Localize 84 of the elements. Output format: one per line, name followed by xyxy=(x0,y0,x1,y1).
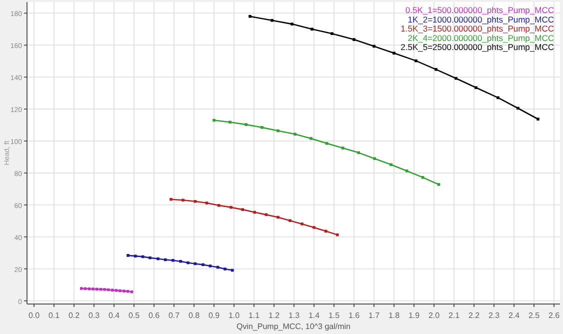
x-tick-label: 0.9 xyxy=(208,311,220,320)
x-tick-label: 2.2 xyxy=(468,311,480,320)
point xyxy=(217,204,220,207)
x-tick-label: 0.5 xyxy=(128,311,140,320)
x-tick-label: 2.4 xyxy=(508,311,520,320)
point xyxy=(148,256,152,260)
x-tick-label: 0.6 xyxy=(148,311,160,320)
point xyxy=(330,32,334,36)
x-tick-label: 0.1 xyxy=(48,311,60,320)
point xyxy=(205,202,208,204)
x-tick-label: 1.8 xyxy=(388,311,400,320)
x-tick-label: 1.2 xyxy=(268,311,280,320)
line-series xyxy=(212,118,440,186)
x-tick-label: 2.5 xyxy=(528,311,540,320)
point xyxy=(405,169,408,172)
point xyxy=(372,44,376,48)
point xyxy=(107,288,110,292)
point xyxy=(454,76,458,80)
x-tick-label: 1.4 xyxy=(308,311,320,320)
point xyxy=(170,198,172,201)
point xyxy=(228,120,232,124)
point xyxy=(118,289,122,292)
x-tick-label: 1.0 xyxy=(228,311,240,320)
point xyxy=(310,28,314,31)
point xyxy=(202,263,204,266)
line-series xyxy=(170,198,339,236)
point xyxy=(341,146,344,150)
point xyxy=(208,264,212,268)
point xyxy=(270,18,274,22)
point xyxy=(194,200,197,203)
point xyxy=(324,230,328,233)
x-tick-label: 0.2 xyxy=(68,311,80,320)
point xyxy=(179,260,182,263)
point xyxy=(182,198,184,202)
x-tick-label: 1.7 xyxy=(368,311,380,320)
point xyxy=(496,96,500,100)
x-tick-label: 0.7 xyxy=(168,311,180,320)
point xyxy=(325,142,328,145)
x-tick-label: 2.0 xyxy=(428,311,440,320)
text: 2K_4=2000.000000_phts_Pump_MCC xyxy=(408,32,554,43)
x-tick-label: 0.4 xyxy=(108,311,120,320)
point xyxy=(392,52,396,55)
x-tick-label: 1.9 xyxy=(408,311,420,320)
point xyxy=(114,289,118,292)
point xyxy=(230,206,232,209)
x-tick-label: 2.1 xyxy=(448,311,460,320)
point xyxy=(294,132,296,136)
point xyxy=(336,233,339,236)
x-tick-label: 2.6 xyxy=(548,311,560,320)
point xyxy=(164,258,167,262)
x-tick-label: 0.3 xyxy=(88,311,100,320)
point xyxy=(474,86,478,90)
point xyxy=(414,59,418,62)
x-tick-label: 1.1 xyxy=(248,311,260,320)
x-tick-label: 1.6 xyxy=(348,311,360,320)
point xyxy=(231,268,234,272)
text: 1.5K_3=1500.000000_phts_Pump_MCC xyxy=(400,24,554,34)
point xyxy=(186,261,190,264)
point xyxy=(253,210,256,214)
point xyxy=(126,290,130,293)
point xyxy=(95,288,98,291)
line-series xyxy=(126,254,234,272)
x-axis-title: Qvin_Pump_MCC, 10^3 gal/min xyxy=(236,322,351,331)
x-tick-label: 1.5 xyxy=(328,311,340,320)
point xyxy=(248,14,252,18)
series-label: 2.5K_5=2500.000000_phts_Pump_MCC xyxy=(400,42,554,52)
point xyxy=(156,257,160,260)
point xyxy=(390,163,392,166)
point xyxy=(437,183,440,186)
text: 0.5K_1=500.000000_phts_Pump_MCC xyxy=(405,5,554,15)
point xyxy=(130,290,134,294)
point xyxy=(276,129,280,132)
x-tick-label: 0.8 xyxy=(188,311,200,320)
point xyxy=(421,176,424,179)
point xyxy=(357,151,360,154)
point xyxy=(536,118,540,121)
x-tick-label: 2.3 xyxy=(488,311,500,320)
point xyxy=(516,106,520,110)
text: 1K_2=1000.000000_phts_Pump_MCC xyxy=(408,14,554,24)
x-tick-label: 1.3 xyxy=(288,311,300,320)
point xyxy=(172,258,174,262)
point xyxy=(212,118,216,122)
x-tick-label: 0.0 xyxy=(28,311,40,320)
point xyxy=(276,216,280,219)
